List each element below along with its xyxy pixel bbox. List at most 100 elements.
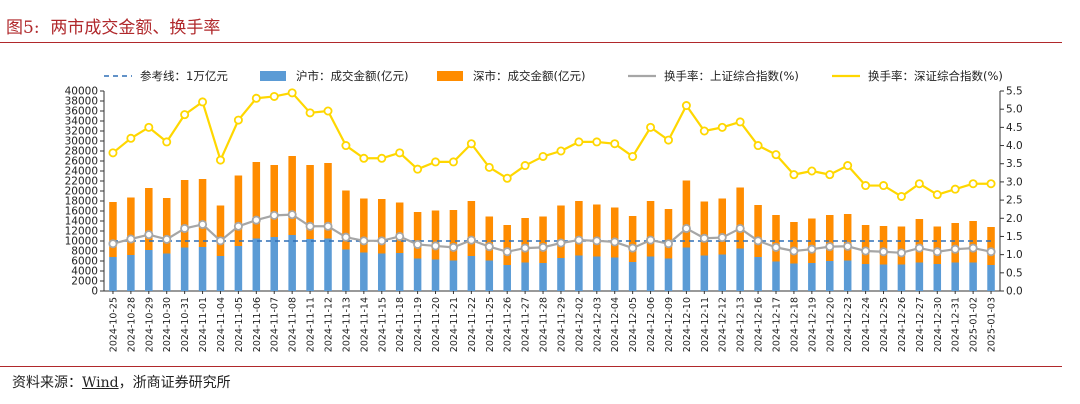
turnover-sz-point (717, 122, 727, 132)
y-right-tick-label: 0.0 (1006, 286, 1023, 298)
y-left-tick-label: 28000 (65, 146, 98, 158)
turnover-sh-point (646, 235, 656, 245)
bar-sh (700, 255, 709, 291)
bar-sz (700, 201, 709, 256)
bar-sh (754, 257, 762, 291)
bar-sh (861, 264, 870, 291)
turnover-sh-point (807, 244, 817, 254)
turnover-sh-point (663, 239, 673, 249)
x-tick-label: 2024-12-17 (772, 297, 783, 352)
bar-sz (718, 198, 727, 255)
bar-sz (306, 165, 314, 239)
turnover-sz-point (753, 141, 763, 151)
bar-sz (790, 222, 798, 264)
bar-sh (521, 262, 529, 291)
bar-sh (969, 262, 977, 291)
turnover-sz-point (646, 122, 656, 132)
chart-axes: 0200040006000800010000120001400016000180… (65, 86, 1023, 298)
x-tick-label: 2024-11-13 (341, 297, 352, 352)
x-tick-label: 2024-10-28 (126, 297, 137, 352)
y-left-tick-label: 26000 (65, 156, 98, 168)
x-tick-label: 2024-11-28 (539, 297, 550, 352)
bar-sh (682, 247, 691, 291)
x-tick-label: 2024-12-18 (789, 297, 800, 352)
bar-sz (754, 205, 762, 257)
y-right-tick-label: 1.0 (1006, 249, 1023, 261)
turnover-sh-point (556, 238, 566, 248)
turnover-sh-point (914, 243, 924, 253)
y-left-tick-label: 6000 (71, 256, 98, 268)
bar-sh (736, 248, 744, 291)
y-left-tick-label: 30000 (65, 136, 98, 148)
turnover-sh-point (466, 235, 476, 245)
turnover-sh-point (323, 221, 333, 231)
turnover-sh-point (520, 243, 530, 253)
y-left-tick-label: 0 (91, 286, 98, 298)
turnover-sh-point (574, 235, 584, 245)
x-tick-label: 2024-12-23 (843, 297, 854, 352)
source-suffix: ，浙商证券研究所 (118, 375, 231, 391)
turnover-sh-point (269, 210, 279, 220)
bar-sz (234, 175, 243, 246)
turnover-sh-point (144, 230, 154, 240)
turnover-sz-point (305, 108, 315, 118)
turnover-sh-point (251, 215, 261, 225)
turnover-sz-point (556, 146, 566, 156)
bar-sz (395, 202, 404, 253)
legend-swatch-bar (437, 71, 463, 81)
turnover-sz-point (932, 190, 942, 200)
legend-label-1: 参考线：1万亿元 (140, 69, 228, 83)
bar-sh (503, 265, 511, 291)
turnover-sz-point (735, 117, 745, 127)
source-prefix: 资料来源： (12, 375, 82, 391)
bar-sz (449, 210, 458, 261)
chart-bars (109, 156, 995, 291)
turnover-sz-point (269, 91, 279, 101)
turnover-sh-point (538, 242, 548, 252)
y-left-tick-label: 16000 (65, 206, 98, 218)
bar-sh (539, 263, 547, 291)
y-left-tick-label: 4000 (71, 266, 98, 278)
turnover-sh-point (950, 244, 960, 254)
turnover-sh-point (395, 231, 405, 241)
y-left-tick-label: 40000 (65, 86, 98, 98)
x-tick-label: 2024-11-22 (467, 297, 478, 352)
x-tick-label: 2024-11-27 (521, 297, 532, 352)
x-tick-label: 2024-12-31 (951, 297, 962, 352)
y-right-tick-label: 3.5 (1006, 158, 1023, 170)
y-left-tick-label: 20000 (65, 186, 98, 198)
y-right-tick-label: 4.0 (1006, 140, 1023, 152)
turnover-sz-point (215, 155, 225, 165)
bar-sh (198, 247, 207, 291)
bar-sz (808, 218, 816, 263)
bar-sh (879, 264, 888, 291)
bar-sz (646, 201, 655, 257)
bar-sh (270, 237, 279, 291)
turnover-sz-point (538, 151, 548, 161)
x-tick-label: 2024-12-04 (610, 297, 621, 352)
bar-sh (288, 235, 296, 291)
turnover-sh-point (484, 242, 494, 252)
turnover-sz-point (574, 137, 584, 147)
turnover-sz-point (986, 179, 996, 189)
y-left-tick-label: 8000 (71, 246, 98, 258)
bar-sz (575, 201, 583, 256)
x-tick-label: 2024-11-29 (556, 297, 567, 352)
bar-sz (772, 215, 780, 262)
turnover-sh-point (162, 234, 172, 244)
x-tick-label: 2024-11-11 (306, 297, 317, 352)
y-left-tick-label: 36000 (65, 106, 98, 118)
turnover-sz-point (180, 110, 190, 120)
turnover-sh-point (180, 223, 190, 233)
source-rule (0, 366, 1062, 367)
turnover-sz-point (681, 101, 691, 111)
source-link[interactable]: Wind (82, 375, 119, 391)
y-left-tick-label: 12000 (65, 226, 98, 238)
bar-sz (109, 202, 117, 257)
bar-sz (270, 165, 279, 237)
bar-sh (772, 261, 780, 291)
bar-sh (915, 262, 924, 291)
bar-sz (593, 204, 601, 257)
y-left-tick-label: 18000 (65, 196, 98, 208)
turnover-sh-point (771, 242, 781, 252)
